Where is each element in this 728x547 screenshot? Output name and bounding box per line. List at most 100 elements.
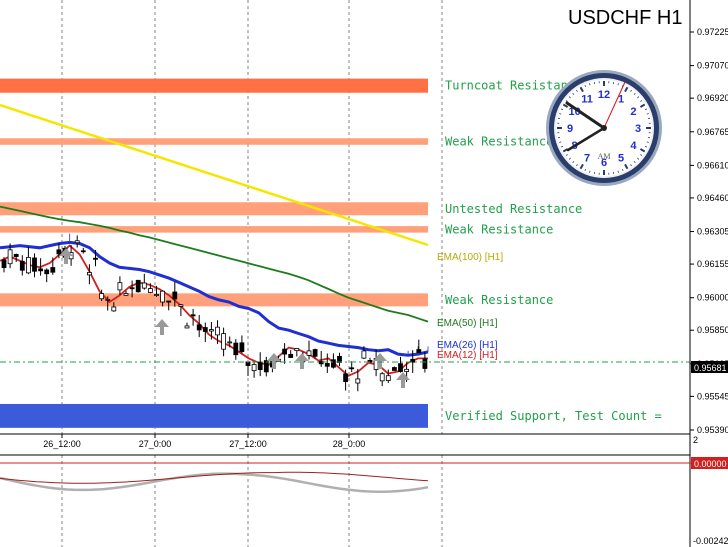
clock-tick	[576, 164, 578, 167]
candle-body	[221, 333, 227, 350]
up-arrow	[396, 372, 410, 388]
up-arrow	[59, 248, 73, 264]
price-tick-label: 0.96305	[697, 227, 728, 237]
zone-2	[0, 202, 428, 216]
signal-arrows	[59, 248, 410, 388]
zone-label-0: Turncoat Resistance	[445, 79, 582, 93]
zone-labels: Turncoat Resistance Weak Resistance Untest…	[445, 79, 662, 423]
clock-tick	[560, 145, 564, 148]
candle-body	[398, 363, 403, 372]
candle-body	[239, 342, 245, 352]
clock-tick	[579, 163, 584, 170]
zone-3	[0, 226, 428, 233]
clock-minute-hand	[566, 126, 606, 152]
time-tick-label: 26_12:00	[43, 439, 81, 449]
price-tick-label: 0.97070	[697, 61, 728, 71]
clock-tick	[584, 84, 587, 88]
candle-body	[312, 349, 318, 357]
clock-tick	[560, 108, 564, 111]
current-price-label: 0.95681	[694, 363, 727, 373]
clock-number: 3	[635, 123, 641, 135]
clock-tick	[562, 148, 569, 153]
candle-body	[80, 250, 86, 253]
price-tick-label: 0.95545	[697, 391, 728, 401]
candle-body	[1, 259, 7, 269]
clock-tick	[576, 89, 578, 92]
clock-tick	[584, 168, 587, 172]
clock-tick	[562, 103, 569, 108]
clock-tick	[589, 170, 591, 173]
oscillator-level: 2	[693, 435, 698, 445]
candle-body	[105, 298, 111, 301]
candle-body	[251, 364, 257, 372]
clock-numbers: 121234567891011	[567, 89, 641, 169]
ema-labels: EMA(100) [H1] EMA(50) [H1] EMA(26) [H1] …	[437, 252, 503, 361]
clock-tick	[639, 103, 646, 108]
clock-number: 12	[598, 89, 610, 101]
price-tick-label: 0.96610	[697, 160, 728, 170]
candle-body	[410, 358, 416, 363]
candle-body	[208, 329, 214, 332]
clock-number: 11	[581, 94, 593, 106]
chart-title: USDCHF H1	[568, 7, 682, 29]
candle-body	[117, 282, 123, 291]
candle-body	[7, 249, 13, 265]
candle-body	[343, 373, 349, 382]
ema-line-1	[0, 205, 429, 323]
candle-body	[227, 341, 233, 344]
candle-body	[355, 378, 361, 384]
clock-tick	[630, 164, 632, 167]
clock-tick	[624, 86, 629, 93]
ema-line-2	[0, 240, 429, 357]
clock-second-hand	[603, 81, 626, 129]
candle-body	[160, 290, 166, 303]
candle-body	[19, 260, 25, 271]
clock-tick	[568, 157, 571, 160]
time-tick-label: 28_0:00	[333, 439, 366, 449]
zone-label-1: Weak Resistance	[445, 135, 553, 149]
zone-label-5: Verified Support, Test Count =	[445, 409, 662, 423]
price-tick-label: 0.95850	[697, 325, 728, 335]
clock-tick	[640, 100, 643, 102]
candle-body	[257, 361, 263, 371]
clock-number: 6	[601, 157, 607, 169]
clock-tick	[637, 157, 640, 160]
ema-lines	[0, 103, 429, 377]
candle-body	[190, 314, 196, 317]
candle-body	[416, 349, 422, 354]
price-tick-label: 0.96460	[697, 193, 728, 203]
clock-tick	[633, 92, 636, 95]
price-tick-label: 0.95390	[697, 425, 728, 435]
time-tick-label: 27_12:00	[229, 439, 267, 449]
clock-tick	[624, 163, 629, 170]
oscillator-lines	[0, 471, 429, 493]
price-tick-label: 0.96155	[697, 259, 728, 269]
candle-body	[111, 306, 117, 312]
candle-body	[38, 268, 43, 272]
candlesticks	[1, 235, 428, 392]
candle-body	[178, 304, 184, 307]
analog-clock: 121234567891011 AM	[546, 70, 662, 186]
clock-tick	[617, 170, 619, 173]
zone-4	[0, 293, 428, 307]
clock-number: 7	[584, 152, 590, 164]
sr-zones	[0, 78, 428, 428]
zone-label-4: Weak Resistance	[445, 293, 553, 307]
clock-tick	[621, 168, 624, 172]
candle-body	[99, 293, 104, 300]
candle-body	[32, 257, 37, 272]
clock-tick	[637, 96, 640, 99]
ema26-label: EMA(26) [H1]	[437, 340, 498, 351]
candle-body	[263, 360, 269, 373]
clock-hour-hand	[565, 101, 606, 130]
zone-label-2: Untested Resistance	[445, 202, 582, 216]
candle-body	[154, 294, 159, 296]
candle-body	[330, 359, 336, 368]
clock-tick	[633, 161, 636, 164]
up-arrow	[295, 353, 309, 369]
clock-tick	[572, 161, 575, 164]
candle-body	[233, 342, 239, 356]
price-tick-label: 0.97225	[697, 27, 728, 37]
clock-tick	[565, 100, 568, 102]
